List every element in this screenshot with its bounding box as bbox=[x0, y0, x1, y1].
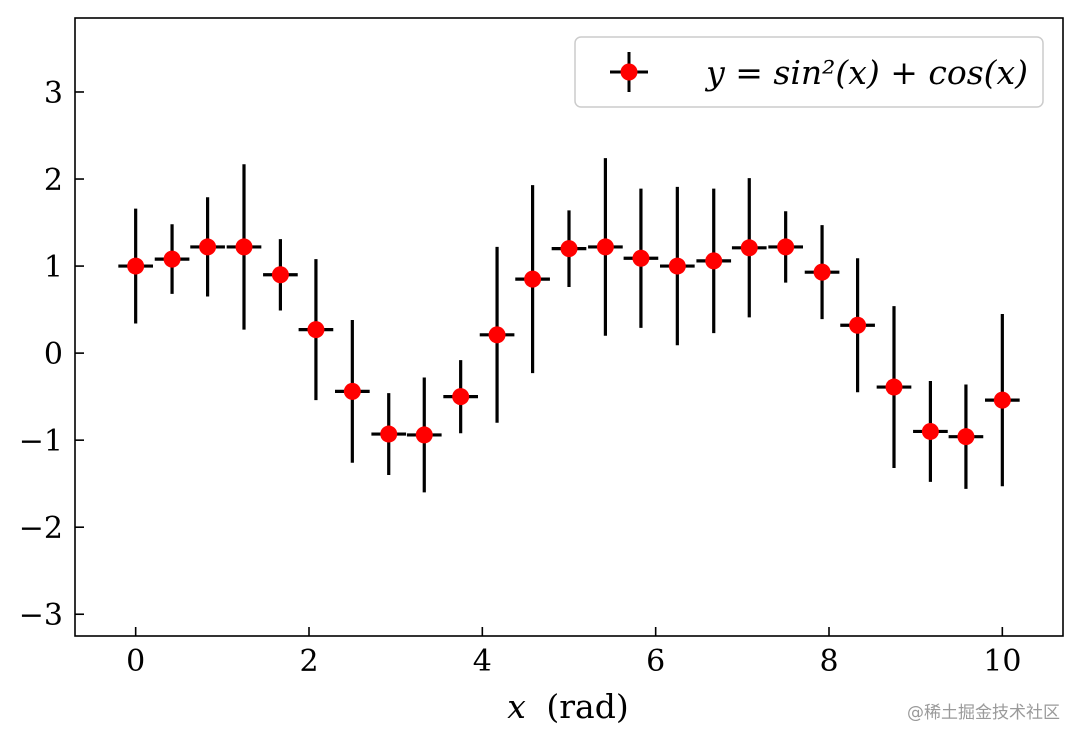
x-tick-label-3: 6 bbox=[646, 644, 665, 679]
data-point-18 bbox=[768, 211, 803, 283]
data-point-0 bbox=[118, 208, 153, 324]
marker-8 bbox=[415, 426, 433, 444]
data-point-3 bbox=[226, 164, 262, 330]
data-point-23 bbox=[948, 384, 984, 489]
marker-6 bbox=[343, 382, 361, 400]
marker-12 bbox=[560, 240, 578, 258]
data-point-11 bbox=[515, 185, 550, 374]
data-point-4 bbox=[263, 239, 298, 311]
y-tick-label-3: 0 bbox=[44, 337, 63, 372]
x-tick-label-0: 0 bbox=[126, 644, 145, 679]
axes bbox=[74, 17, 1064, 637]
marker-9 bbox=[452, 388, 470, 406]
marker-3 bbox=[235, 238, 253, 256]
marker-11 bbox=[524, 270, 542, 288]
marker-14 bbox=[632, 249, 650, 267]
legend: y = sin²(x) + cos(x) bbox=[574, 36, 1044, 108]
data-point-22 bbox=[913, 380, 948, 482]
marker-22 bbox=[921, 422, 939, 440]
data-point-19 bbox=[804, 225, 840, 320]
data-point-20 bbox=[840, 258, 875, 393]
marker-4 bbox=[271, 266, 289, 284]
marker-1 bbox=[163, 250, 181, 268]
marker-21 bbox=[885, 378, 903, 396]
data-point-24 bbox=[985, 313, 1020, 487]
data-point-8 bbox=[406, 377, 442, 493]
marker-7 bbox=[380, 425, 398, 443]
data-point-14 bbox=[623, 188, 659, 328]
y-tick-label-5: −2 bbox=[19, 511, 63, 546]
marker-19 bbox=[813, 263, 831, 281]
x-axis-label: x (rad) bbox=[507, 687, 628, 726]
marker-16 bbox=[705, 252, 723, 270]
marker-0 bbox=[127, 257, 145, 275]
y-tick-label-1: 2 bbox=[44, 163, 63, 198]
marker-10 bbox=[488, 326, 506, 344]
x-axis-label-var: x bbox=[507, 687, 526, 726]
data-point-10 bbox=[479, 246, 515, 423]
marker-24 bbox=[993, 391, 1011, 409]
x-tick-label-1: 2 bbox=[299, 644, 318, 679]
marker-23 bbox=[957, 428, 975, 446]
marker-13 bbox=[596, 238, 614, 256]
data-point-1 bbox=[154, 224, 190, 294]
x-axis-label-unit: (rad) bbox=[546, 687, 628, 726]
marker-15 bbox=[668, 257, 686, 275]
marker-17 bbox=[740, 239, 758, 257]
svg-text:x (rad): x (rad) bbox=[507, 687, 628, 726]
data-points bbox=[118, 158, 1020, 493]
x-tick-label-5: 10 bbox=[983, 644, 1021, 679]
marker-18 bbox=[777, 238, 795, 256]
x-tick-label-2: 4 bbox=[473, 644, 492, 679]
data-point-21 bbox=[876, 306, 912, 469]
legend-box bbox=[574, 36, 1044, 108]
data-point-16 bbox=[696, 188, 732, 334]
data-point-2 bbox=[190, 197, 225, 297]
data-point-9 bbox=[443, 360, 478, 434]
y-tick-label-6: −3 bbox=[19, 598, 63, 633]
plot-frame bbox=[74, 17, 1064, 637]
y-tick-label-4: −1 bbox=[19, 424, 63, 459]
data-point-15 bbox=[660, 186, 695, 346]
marker-20 bbox=[849, 316, 867, 334]
x-tick-label-4: 8 bbox=[819, 644, 838, 679]
data-point-6 bbox=[335, 320, 370, 463]
legend-marker bbox=[620, 63, 638, 81]
y-tick-label-2: 1 bbox=[44, 250, 63, 285]
y-tick-label-0: 3 bbox=[44, 76, 63, 111]
data-point-17 bbox=[731, 178, 767, 318]
data-point-13 bbox=[588, 158, 623, 336]
data-point-7 bbox=[371, 393, 407, 475]
legend-label: y = sin²(x) + cos(x) bbox=[704, 53, 1028, 92]
marker-5 bbox=[307, 321, 325, 339]
data-point-12 bbox=[551, 210, 587, 287]
watermark: @稀土掘金技术社区 bbox=[907, 703, 1060, 723]
marker-2 bbox=[199, 238, 217, 256]
data-point-5 bbox=[298, 259, 334, 401]
